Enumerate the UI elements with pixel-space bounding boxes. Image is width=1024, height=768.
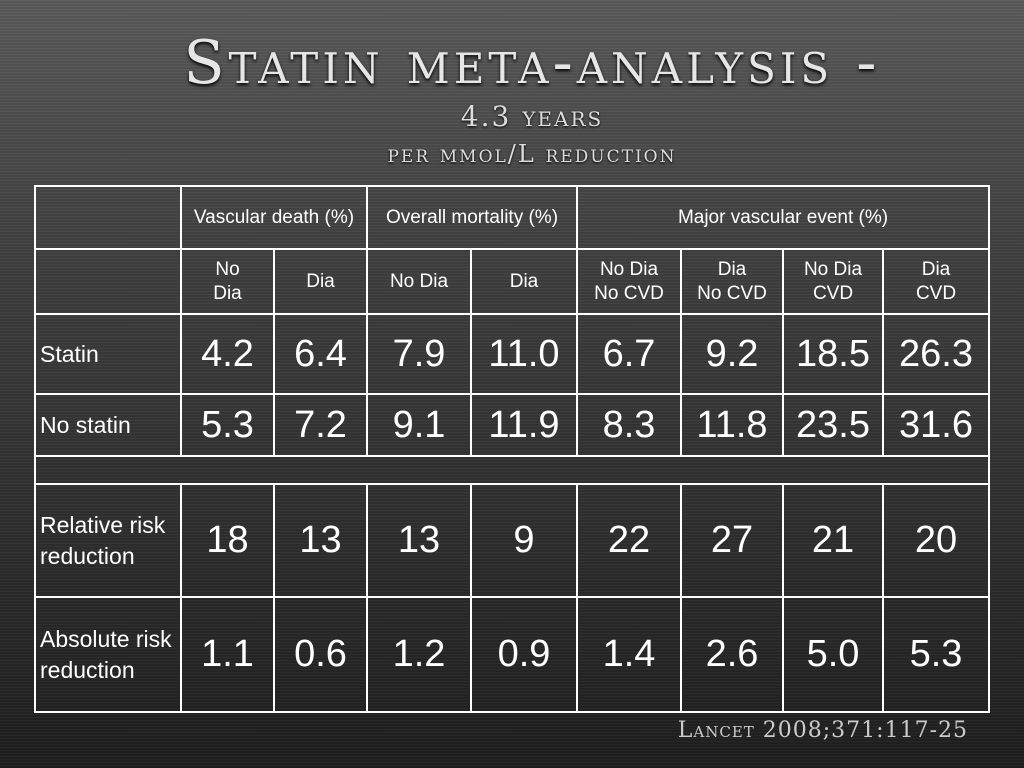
value-cell: 11.9 [470,393,578,457]
subheader-cell: Dia CVD [882,248,990,315]
value-cell: 4.2 [180,313,275,395]
row-label: Absolute risk reduction [34,596,182,713]
row-label: Statin [34,313,182,395]
group-header: Vascular death (%) [180,185,368,250]
value-cell: 11.0 [470,313,578,395]
value-cell: 18 [180,483,275,598]
subheader-cell: No Dia CVD [782,248,884,315]
value-cell: 9 [470,483,578,598]
value-cell: 5.3 [882,596,990,713]
subheader-cell: No Dia [180,248,275,315]
subheader-line: Dia [717,258,747,280]
value-cell: 22 [576,483,682,598]
subheader-line: CVD [812,282,854,304]
subheader-line: No Dia [803,258,863,280]
results-table: Vascular death (%) Overall mortality (%)… [34,185,990,713]
subheader-line: No [215,258,240,280]
value-cell: 5.0 [782,596,884,713]
value-cell: 8.3 [576,393,682,457]
subheader-cell: No Dia [366,248,472,315]
value-cell: 31.6 [882,393,990,457]
group-header: Overall mortality (%) [366,185,578,250]
subheader-line: No CVD [697,282,767,304]
spacer-row [34,455,990,485]
value-cell: 11.8 [680,393,784,457]
slide-title: Statin meta-analysis - [183,28,881,98]
subheader-line: No Dia [389,270,449,292]
subheader-line: No Dia [599,258,659,280]
slide-subtitle-2: per mmol/L reduction [387,140,677,168]
value-cell: 9.2 [680,313,784,395]
value-cell: 1.2 [366,596,472,713]
subheader-line: Dia [306,270,335,292]
group-header: Major vascular event (%) [576,185,990,250]
value-cell: 6.7 [576,313,682,395]
value-cell: 0.6 [273,596,368,713]
subheader-line: Dia [213,282,242,304]
slide-subtitle: 4.3 years [460,100,604,133]
value-cell: 0.9 [470,596,578,713]
subheader-cell: No Dia No CVD [576,248,682,315]
value-cell: 2.6 [680,596,784,713]
value-cell: 5.3 [180,393,275,457]
value-cell: 27 [680,483,784,598]
value-cell: 1.1 [180,596,275,713]
subheader-cell: Dia [273,248,368,315]
subheader-line: Dia [921,258,951,280]
value-cell: 6.4 [273,313,368,395]
value-cell: 13 [273,483,368,598]
value-cell: 21 [782,483,884,598]
subheader-line: No CVD [594,282,664,304]
row-label: No statin [34,393,182,457]
value-cell: 9.1 [366,393,472,457]
subheader-line: CVD [915,282,957,304]
value-cell: 26.3 [882,313,990,395]
value-cell: 7.9 [366,313,472,395]
value-cell: 7.2 [273,393,368,457]
value-cell: 1.4 [576,596,682,713]
empty-cell [34,185,182,250]
citation: Lancet 2008;371:117-25 [677,718,968,743]
subheader-line: Dia [509,270,539,292]
value-cell: 13 [366,483,472,598]
row-label: Relative risk reduction [34,483,182,598]
subheader-cell: Dia No CVD [680,248,784,315]
empty-cell [34,248,182,315]
subheader-cell: Dia [470,248,578,315]
value-cell: 23.5 [782,393,884,457]
value-cell: 18.5 [782,313,884,395]
value-cell: 20 [882,483,990,598]
